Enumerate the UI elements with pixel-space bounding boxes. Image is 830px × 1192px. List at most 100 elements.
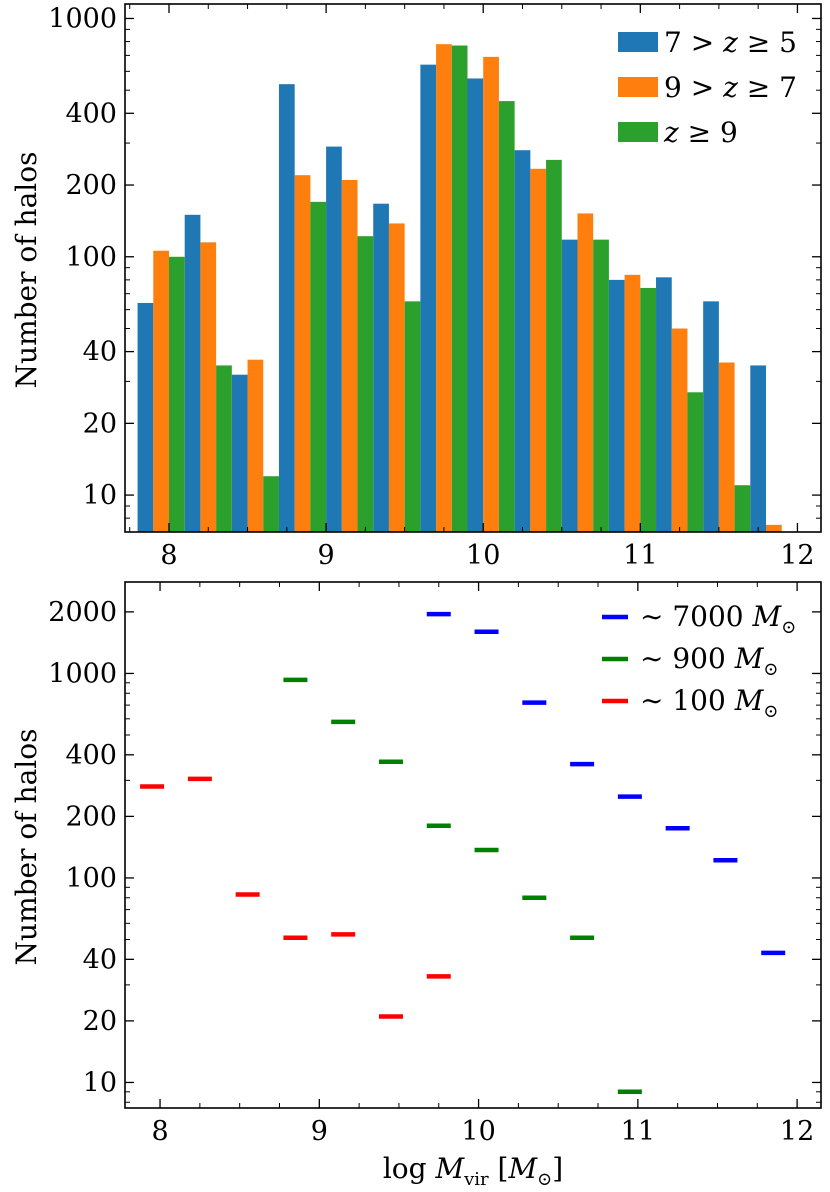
y-tick-label: 200: [65, 170, 117, 201]
bar-9-z-7-5: [388, 223, 405, 532]
y-tick-label: 20: [83, 408, 117, 439]
top-legend: 7 > z ≥ 59 > z ≥ 7z ≥ 9: [618, 26, 797, 149]
label-part: M: [734, 684, 765, 717]
bar-7-z-5-8: [514, 150, 531, 532]
label-part: ≥ 9: [679, 116, 738, 149]
label-part: ∼ 7000: [640, 600, 753, 633]
bar-9-z-7-4: [341, 179, 358, 533]
bar-z-9-2: [263, 476, 279, 532]
label-part: ≥ 5: [738, 26, 797, 59]
bar-z-9-7: [498, 101, 515, 533]
top-ylabel: Number of halos: [10, 152, 43, 389]
label-part: z: [722, 26, 738, 59]
label-part: M: [734, 642, 765, 675]
bar-z-9-9: [593, 239, 609, 532]
bar-7-z-5-6: [420, 64, 437, 533]
bar-7-z-5-0: [137, 302, 154, 532]
bar-9-z-7-0: [153, 250, 169, 533]
bar-z-9-3: [310, 201, 327, 533]
label-part: ≥ 7: [738, 71, 797, 104]
bar-z-9-0: [168, 256, 185, 532]
bottom-axes-frame: [124, 581, 822, 1109]
bar-7-z-5-4: [326, 146, 342, 532]
legend-swatch-7-z-5: [618, 32, 658, 52]
x-tick-label: 10: [461, 1116, 495, 1147]
label-part: log: [383, 1152, 436, 1185]
bar-9-z-7-12: [718, 362, 735, 532]
x-tick-label: 8: [151, 1116, 168, 1147]
label-part: ⊙: [763, 659, 778, 680]
bar-z-9-10: [640, 287, 657, 532]
bar-7-z-5-3: [278, 84, 295, 533]
y-tick-label: 20: [83, 1006, 117, 1037]
bar-7-z-5-11: [656, 277, 672, 532]
legend-label-7-z-5: 7 > z ≥ 5: [664, 26, 797, 59]
label-part: 7 >: [664, 26, 723, 59]
bar-z-9-5: [404, 301, 421, 532]
x-tick-label: 8: [160, 540, 177, 571]
label-part: vir: [463, 1169, 489, 1190]
legend-label-9-z-7: 9 > z ≥ 7: [664, 71, 797, 104]
y-tick-label: 1000: [48, 3, 117, 34]
y-tick-label: 10: [83, 1067, 117, 1098]
x-tick-label: 12: [780, 540, 814, 571]
bottom-scatter-panel: Number of halos 8 9 10 11 12 10 20 40 100 200 400 1…: [10, 581, 822, 1190]
bar-7-z-5-7: [467, 78, 484, 532]
y-tick-label: 400: [65, 740, 117, 771]
y-tick-label: 200: [65, 801, 117, 832]
label-part: ⊙: [763, 701, 778, 722]
label-part: ⊙: [537, 1169, 552, 1190]
bar-z-9-6: [451, 45, 468, 533]
label-part: M: [507, 1152, 538, 1185]
x-tick-label: 9: [318, 540, 335, 571]
x-tick-label: 10: [466, 540, 500, 571]
y-tick-label: 2000: [48, 597, 117, 628]
bar-9-z-7-7: [483, 56, 499, 533]
bar-z-9-12: [734, 485, 751, 532]
bar-9-z-7-1: [200, 242, 217, 532]
legend-swatch-9-z-7: [618, 77, 658, 97]
bar-9-z-7-13: [766, 524, 782, 532]
label-part: [: [489, 1152, 509, 1185]
bar-z-9-11: [687, 392, 704, 532]
bottom-xlabel: log Mvir [M⊙]: [383, 1152, 563, 1190]
y-tick-label: 40: [83, 337, 117, 368]
bar-9-z-7-8: [530, 168, 547, 533]
legend-label-7000-m: ∼ 7000 M⊙: [640, 600, 796, 638]
bar-z-9-8: [546, 159, 562, 532]
bar-7-z-5-5: [373, 203, 389, 532]
label-part: z: [663, 116, 679, 149]
label-part: ]: [552, 1152, 563, 1185]
label-part: ∼ 100: [640, 684, 735, 717]
y-tick-label: 10: [83, 480, 117, 511]
bar-z-9-1: [216, 365, 232, 532]
top-ticks: 8 9 10 11 12 10 20 40 100 200 400 1000: [48, 3, 821, 571]
legend-label-900-m: ∼ 900 M⊙: [640, 642, 778, 680]
bar-7-z-5-13: [750, 365, 767, 532]
top-bars: [137, 44, 782, 533]
legend-label-100-m: ∼ 100 M⊙: [640, 684, 778, 722]
label-part: ∼ 900: [640, 642, 735, 675]
label-part: z: [722, 71, 738, 104]
bar-7-z-5-1: [184, 214, 201, 532]
bottom-legend: ∼ 7000 M⊙∼ 900 M⊙∼ 100 M⊙: [602, 600, 796, 722]
legend-swatch-z-9: [618, 122, 658, 142]
bar-9-z-7-6: [436, 44, 452, 533]
bar-9-z-7-3: [294, 175, 311, 533]
bar-7-z-5-10: [608, 279, 625, 532]
top-histogram-panel: Number of halos 8 9 10 11 12 10 20 40 100 200 400 1…: [10, 3, 822, 571]
y-tick-label: 1000: [48, 658, 117, 689]
bar-z-9-4: [357, 236, 374, 532]
x-tick-label: 11: [621, 1116, 655, 1147]
y-tick-label: 100: [65, 242, 117, 273]
y-tick-label: 40: [83, 944, 117, 975]
bottom-marks: [140, 611, 786, 1095]
label-part: M: [752, 600, 783, 633]
bar-9-z-7-11: [671, 328, 688, 532]
y-tick-label: 100: [65, 863, 117, 894]
legend-label-z-9: z ≥ 9: [663, 116, 738, 149]
x-tick-label: 9: [311, 1116, 328, 1147]
bar-7-z-5-9: [561, 239, 578, 532]
bar-9-z-7-9: [577, 213, 594, 532]
